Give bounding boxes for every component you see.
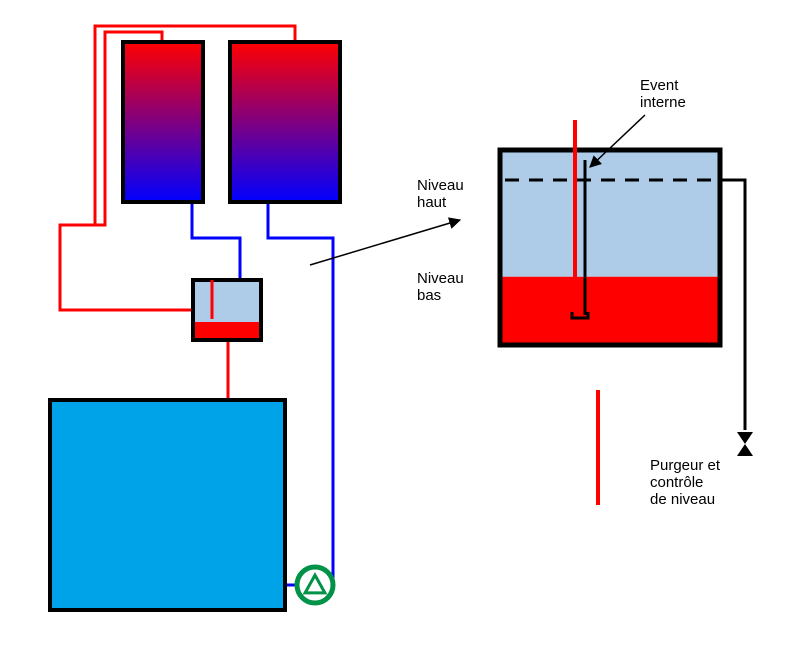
label-niveau-haut-line2: haut bbox=[417, 194, 447, 211]
label-event-line2: interne bbox=[640, 94, 686, 111]
label-purgeur-line2: contrôle bbox=[650, 474, 703, 491]
small-tank-air bbox=[193, 280, 261, 322]
label-purgeur: Purgeur etcontrôlede niveau bbox=[650, 457, 721, 508]
label-niveau-bas-line1: Niveau bbox=[417, 270, 464, 287]
detail-tank-fluid bbox=[500, 277, 720, 345]
label-niveau-haut-line1: Niveau bbox=[417, 177, 464, 194]
label-event: Eventinterne bbox=[640, 77, 686, 111]
valve-icon bbox=[737, 432, 753, 456]
solar-panel-1 bbox=[123, 42, 203, 202]
label-niveau-bas: Niveaubas bbox=[417, 270, 464, 304]
overflow-pipe bbox=[720, 180, 745, 430]
detail-tank-air bbox=[500, 150, 720, 277]
label-purgeur-line1: Purgeur et bbox=[650, 457, 721, 474]
solar-panel-2 bbox=[230, 42, 340, 202]
label-niveau-haut: Niveauhaut bbox=[417, 177, 464, 211]
label-niveau-bas-line2: bas bbox=[417, 287, 441, 304]
small-tank-fluid bbox=[193, 322, 261, 340]
storage-tank bbox=[50, 400, 285, 610]
label-purgeur-line3: de niveau bbox=[650, 491, 715, 508]
label-event-line1: Event bbox=[640, 77, 679, 94]
